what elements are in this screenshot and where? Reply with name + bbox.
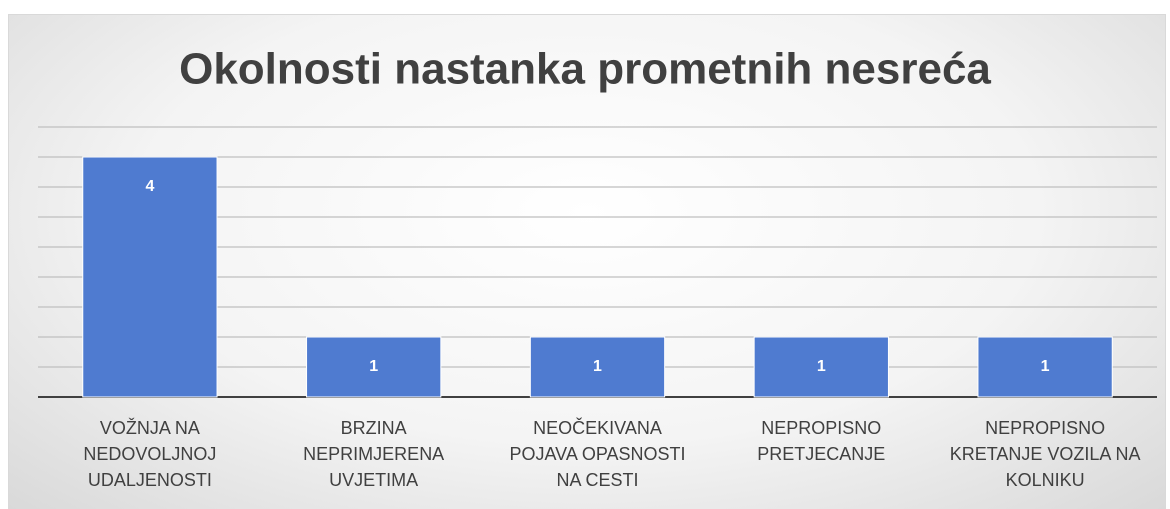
bar [977,336,1113,398]
x-tick-label: NEPROPISNO KRETANJE VOZILA NA KOLNIKU [949,418,1141,490]
bar [306,336,442,398]
x-tick-label: NEOČEKIVANA POJAVA OPASNOSTI NA CESTI [509,418,686,490]
bar [753,336,889,398]
value-label: 1 [593,358,602,375]
chart-title: Okolnosti nastanka prometnih nesreća [179,45,991,94]
x-tick-label: NEPROPISNO PRETJECANJE [757,418,886,464]
value-label: 4 [145,178,154,195]
bar [529,336,666,398]
bar [82,156,218,398]
value-label: 1 [369,358,378,375]
value-label: 1 [1041,358,1050,375]
x-tick-label: VOŽNJA NA NEDOVOLJNOJ UDALJENOSTI [83,418,217,490]
x-tick-label: BRZINA NEPRIMJERENA UVJETIMA [303,418,445,490]
value-label: 1 [817,358,826,375]
